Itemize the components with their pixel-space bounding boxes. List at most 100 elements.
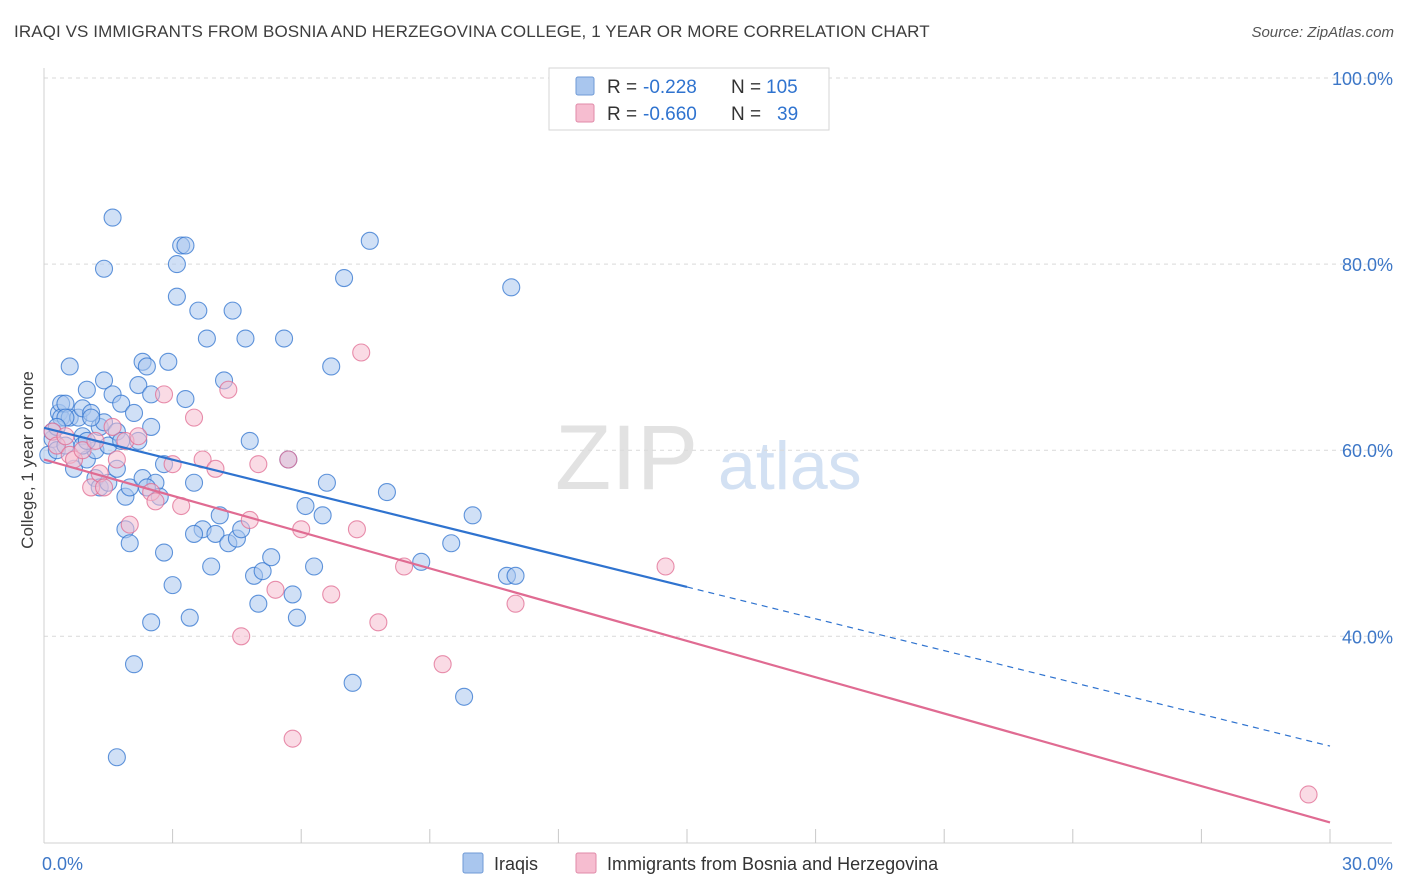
point-iraqis-93 xyxy=(142,613,161,632)
point-iraqis-68 xyxy=(249,594,268,613)
point-iraqis-94 xyxy=(103,208,122,227)
point-iraqis-98 xyxy=(82,408,101,427)
point-iraqis-42 xyxy=(142,417,161,436)
point-bosnia-16 xyxy=(146,492,165,511)
point-bosnia-11 xyxy=(107,450,126,469)
point-bosnia-14 xyxy=(129,427,148,446)
point-bosnia-36 xyxy=(433,655,452,674)
point-iraqis-81 xyxy=(343,673,362,692)
point-bosnia-39 xyxy=(1299,785,1318,804)
point-iraqis-57 xyxy=(197,329,216,348)
point-iraqis-59 xyxy=(206,524,225,543)
correlation-legend: R = -0.228 N = 105 R = -0.660 N = 39 xyxy=(548,67,830,131)
legend-r-value-2: -0.660 xyxy=(643,104,697,125)
y-axis-title-group: College, 1 year or more xyxy=(18,371,37,549)
point-iraqis-69 xyxy=(253,562,272,581)
point-iraqis-95 xyxy=(94,259,114,278)
point-iraqis-53 xyxy=(180,608,199,627)
legend-r-label-2: R = xyxy=(607,104,637,125)
point-iraqis-33 xyxy=(120,534,139,553)
point-iraqis-54 xyxy=(184,473,204,492)
point-iraqis-79 xyxy=(313,506,332,525)
point-bosnia-31 xyxy=(322,585,341,604)
point-bosnia-26 xyxy=(249,455,268,474)
point-iraqis-46 xyxy=(159,352,178,371)
legend-r-value-1: -0.228 xyxy=(643,77,697,98)
x-tick-label-30: 30.0% xyxy=(1342,854,1393,874)
trend-lines xyxy=(43,426,1331,824)
gridlines xyxy=(44,77,1392,637)
bottom-legend-label-iraqis: Iraqis xyxy=(494,854,538,874)
chart-title: IRAQI VS IMMIGRANTS FROM BOSNIA AND HERZ… xyxy=(14,22,930,41)
legend-n-label-1: N = xyxy=(731,77,761,98)
point-bosnia-23 xyxy=(219,380,238,399)
point-iraqis-47 xyxy=(163,576,182,595)
trend-line-iraqis xyxy=(43,426,688,589)
bottom-legend-label-bosnia: Immigrants from Bosnia and Herzegovina xyxy=(607,854,939,874)
point-iraqis-80 xyxy=(335,269,354,288)
y-axis-title: College, 1 year or more xyxy=(18,371,37,549)
point-iraqis-29 xyxy=(112,394,131,413)
point-iraqis-48 xyxy=(167,287,186,306)
legend-swatch-bosnia xyxy=(575,103,595,123)
point-bosnia-29 xyxy=(283,729,302,748)
point-iraqis-92 xyxy=(124,655,144,674)
point-iraqis-70 xyxy=(262,548,281,567)
point-bosnia-20 xyxy=(184,408,204,427)
point-iraqis-90 xyxy=(502,278,521,297)
point-iraqis-40 xyxy=(137,357,156,376)
point-bosnia-37 xyxy=(506,594,525,613)
point-iraqis-9 xyxy=(60,357,79,376)
point-iraqis-73 xyxy=(283,585,302,604)
point-iraqis-58 xyxy=(202,557,221,576)
point-iraqis-75 xyxy=(296,496,315,516)
legend-n-value-2: 39 xyxy=(777,104,798,125)
point-bosnia-28 xyxy=(279,450,298,469)
point-bosnia-10 xyxy=(103,417,122,436)
point-bosnia-34 xyxy=(369,613,388,632)
point-iraqis-91 xyxy=(107,748,126,767)
bottom-legend-swatch-iraqis xyxy=(462,852,484,874)
point-bosnia-32 xyxy=(347,520,366,539)
y-tick-label-60: 60.0% xyxy=(1342,441,1393,461)
point-iraqis-16 xyxy=(77,380,96,399)
point-iraqis-66 xyxy=(240,431,259,450)
point-iraqis-78 xyxy=(322,357,341,376)
point-bosnia-5 xyxy=(73,441,92,460)
point-iraqis-52 xyxy=(176,389,195,409)
point-iraqis-71 xyxy=(275,329,294,348)
point-iraqis-51 xyxy=(176,236,195,255)
tick-labels: 100.0% 80.0% 60.0% 40.0% 0.0% 30.0% xyxy=(42,69,1393,874)
point-bosnia-33 xyxy=(352,343,371,362)
bottom-legend-swatch-bosnia xyxy=(575,852,597,874)
correlation-legend-box xyxy=(548,67,830,131)
point-iraqis-77 xyxy=(317,473,336,492)
point-iraqis-85 xyxy=(442,534,461,553)
point-bosnia-2 xyxy=(56,427,75,446)
data-points xyxy=(39,208,1318,804)
point-iraqis-65 xyxy=(236,329,255,348)
point-iraqis-55 xyxy=(189,301,208,320)
legend-r-label-1: R = xyxy=(607,77,637,98)
trend-line-iraqis-extension xyxy=(686,586,1331,747)
legend-swatch-iraqis xyxy=(575,76,595,96)
point-iraqis-22 xyxy=(94,371,114,390)
y-tick-label-100: 100.0% xyxy=(1332,69,1393,89)
point-bosnia-17 xyxy=(154,385,174,404)
trend-line-bosnia xyxy=(43,458,1331,824)
legend-n-value-1: 105 xyxy=(766,77,798,98)
point-iraqis-89 xyxy=(506,566,525,585)
point-iraqis-83 xyxy=(377,483,396,502)
x-tick-label-0: 0.0% xyxy=(42,854,83,874)
point-iraqis-76 xyxy=(305,557,324,576)
point-iraqis-35 xyxy=(124,403,144,423)
point-iraqis-87 xyxy=(463,506,482,525)
point-bosnia-38 xyxy=(656,557,675,576)
point-iraqis-49 xyxy=(167,255,186,274)
point-iraqis-100 xyxy=(184,524,204,543)
point-iraqis-37 xyxy=(129,376,148,395)
source-label: Source: ZipAtlas.com xyxy=(1251,24,1394,41)
point-bosnia-24 xyxy=(232,627,251,646)
point-iraqis-62 xyxy=(223,301,242,320)
